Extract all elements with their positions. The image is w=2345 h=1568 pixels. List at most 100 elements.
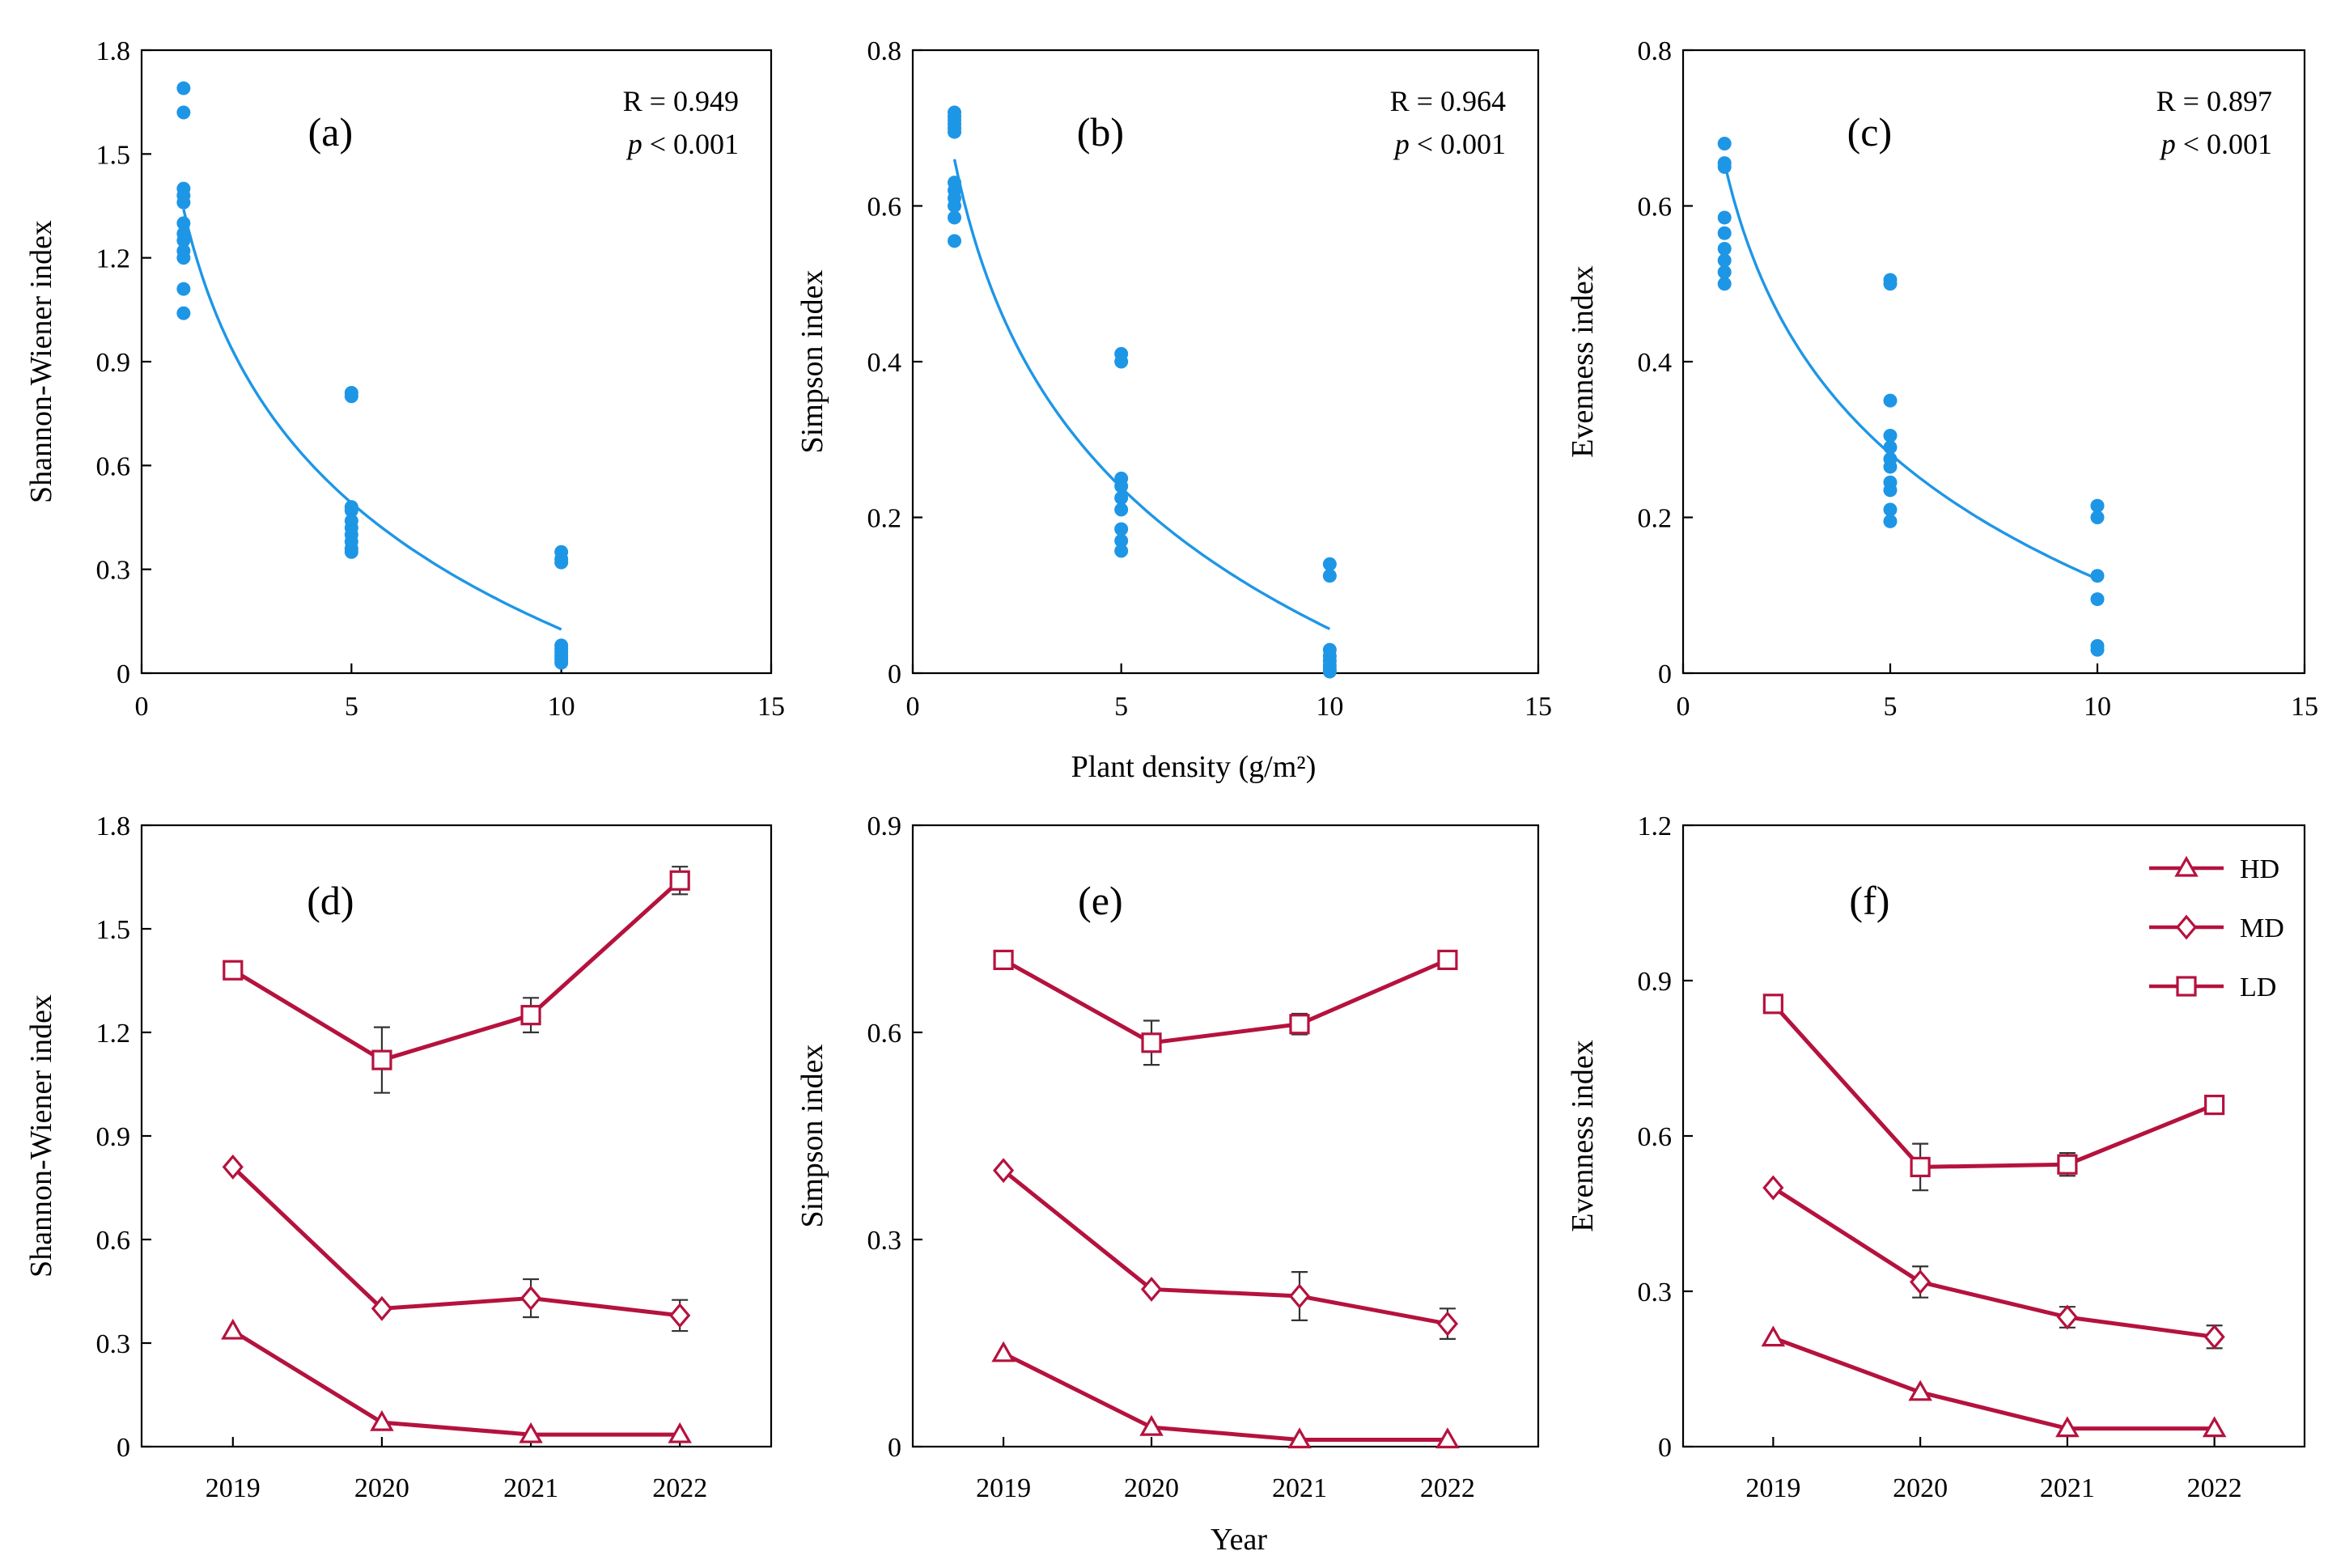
data-point <box>1717 226 1732 240</box>
data-marker <box>1908 1379 1932 1401</box>
data-marker <box>371 1295 393 1321</box>
x-tick-label: 5 <box>1884 692 1898 722</box>
y-axis-title: Shannon-Wiener index <box>24 220 58 503</box>
data-point <box>948 234 962 248</box>
x-tick-label: 2019 <box>1745 1473 1800 1503</box>
series-hd <box>991 1341 1460 1449</box>
stat-p: p < 0.001 <box>625 128 739 160</box>
data-point <box>1883 460 1898 474</box>
data-point <box>1883 514 1898 528</box>
y-tick-label: 1.2 <box>96 244 131 274</box>
y-tick-label: 0.9 <box>867 812 902 841</box>
plot-frame <box>140 824 773 1448</box>
y-tick-label: 0.6 <box>867 193 902 222</box>
data-point <box>344 389 358 404</box>
y-tick-label: 1.2 <box>96 1019 131 1049</box>
data-marker <box>519 1286 542 1312</box>
series-line <box>231 879 681 1062</box>
data-point <box>1114 533 1129 548</box>
data-marker <box>1762 994 1783 1015</box>
data-point <box>1883 502 1898 517</box>
x-tick-label: 5 <box>345 692 358 722</box>
data-marker <box>1289 1014 1310 1035</box>
y-tick-label: 0.3 <box>96 556 131 586</box>
panel-f: 0 0.3 0.6 0.9 1.2 2019 2020 2021 2022 Evenness in… <box>1566 812 2306 1503</box>
data-point <box>1114 354 1129 369</box>
stat-p-value: < 0.001 <box>2176 128 2272 160</box>
data-point <box>2090 498 2105 513</box>
x-tick-label: 5 <box>1114 692 1128 722</box>
y-tick-label: 0 <box>117 1433 130 1463</box>
data-point <box>2090 592 2105 607</box>
data-point <box>1883 393 1898 408</box>
data-point <box>1717 241 1732 256</box>
data-point <box>1322 557 1337 571</box>
panel-c: 0 0.2 0.4 0.6 0.8 0 5 10 15 Evenness index (c) R = … <box>1566 36 2318 722</box>
panel-label: (b) <box>1077 109 1124 155</box>
y-axis-title: Evenness index <box>1566 265 1600 457</box>
y-tick-label: 0.2 <box>1638 504 1673 534</box>
data-point <box>948 210 962 225</box>
data-point <box>948 199 962 213</box>
data-point <box>1883 483 1898 498</box>
data-marker <box>519 1422 543 1443</box>
data-marker <box>370 1409 394 1431</box>
legend-marker <box>2175 914 2198 940</box>
y-tick-label: 0.6 <box>96 1226 131 1256</box>
y-tick-label: 0 <box>1658 659 1672 689</box>
data-point <box>176 105 191 120</box>
data-point <box>1322 569 1337 583</box>
plots-layer: 0 0.3 0.6 0.9 1.2 1.5 1.8 0 5 10 15 Shannon-Wiener … <box>24 36 2318 1503</box>
data-point <box>1717 210 1732 225</box>
series-line <box>231 1165 681 1318</box>
y-tick-label: 1.8 <box>96 36 131 66</box>
data-point <box>554 555 569 570</box>
y-tick-label: 0.4 <box>1638 348 1673 378</box>
data-point <box>1114 522 1129 536</box>
data-point <box>1717 159 1732 174</box>
data-point <box>1114 490 1129 505</box>
data-point <box>1717 253 1732 268</box>
x-axis-title-bottom: Year <box>1211 1523 1267 1557</box>
legend-marker <box>2176 976 2197 997</box>
panel-d: 0 0.3 0.6 0.9 1.2 1.5 1.8 2019 2020 2021 2022 Shann… <box>24 812 773 1503</box>
data-point <box>1883 428 1898 443</box>
x-tick-label: 2021 <box>503 1473 558 1503</box>
series-hd <box>221 1318 692 1443</box>
x-tick-label: 2020 <box>1124 1473 1179 1503</box>
data-marker <box>221 1318 245 1340</box>
y-tick-label: 0.9 <box>96 1122 131 1152</box>
data-marker <box>991 1341 1016 1362</box>
x-tick-label: 2020 <box>1893 1473 1948 1503</box>
panel-label: (c) <box>1847 109 1893 155</box>
data-marker <box>1140 1276 1163 1302</box>
data-marker <box>1288 1283 1311 1309</box>
x-tick-label: 15 <box>1524 692 1552 722</box>
x-tick-label: 2022 <box>2187 1473 2242 1503</box>
y-tick-label: 0 <box>117 659 130 689</box>
data-point <box>176 306 191 320</box>
stat-p-symbol: p <box>2159 128 2176 160</box>
x-tick-label: 10 <box>1316 692 1343 722</box>
series-ld <box>1762 994 2225 1192</box>
stat-r: R = 0.897 <box>2156 85 2272 117</box>
data-marker <box>2055 1416 2080 1438</box>
data-marker <box>2057 1154 2078 1175</box>
data-marker <box>1761 1325 1786 1347</box>
panel-e: 0 0.3 0.6 0.9 2019 2020 2021 2022 Simpson index (… <box>795 812 1540 1503</box>
data-point <box>1114 544 1129 558</box>
x-tick-label: 15 <box>757 692 785 722</box>
x-tick-label: 15 <box>2291 692 2318 722</box>
stat-r: R = 0.949 <box>623 85 739 117</box>
fit-curve <box>952 159 1331 630</box>
data-marker <box>1436 1311 1459 1337</box>
y-tick-label: 0.6 <box>867 1019 902 1049</box>
y-tick-label: 0.2 <box>867 504 902 534</box>
data-point <box>344 545 358 559</box>
plot-frame <box>911 824 1540 1448</box>
series-hd <box>1761 1325 2227 1438</box>
y-tick-label: 0 <box>888 1433 901 1463</box>
y-tick-label: 0.6 <box>1638 193 1673 222</box>
data-marker <box>2202 1416 2227 1438</box>
data-marker <box>1910 1156 1931 1178</box>
